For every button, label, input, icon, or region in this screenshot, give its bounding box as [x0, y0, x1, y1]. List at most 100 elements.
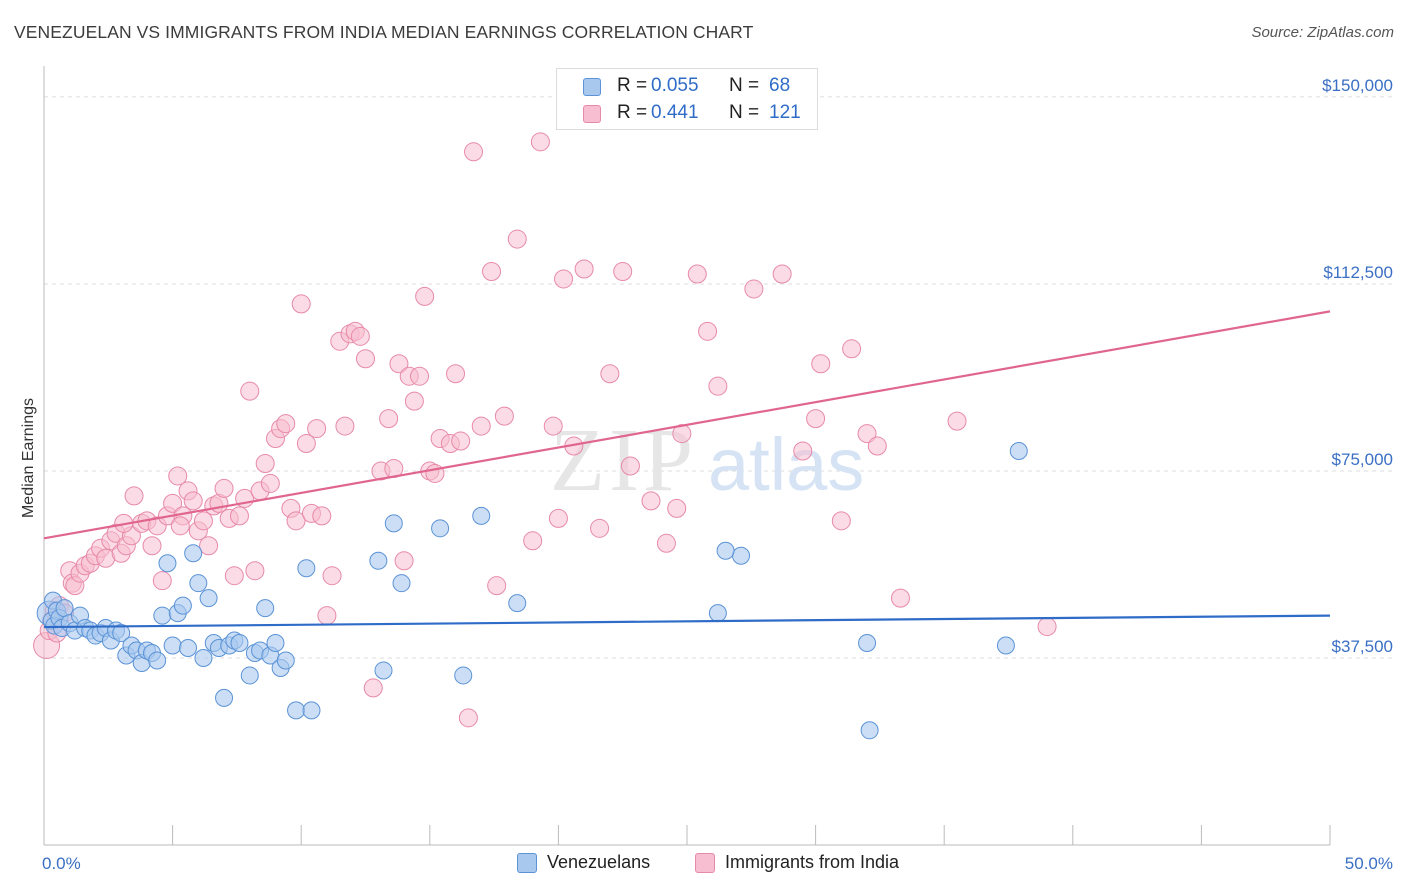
india-point [410, 366, 430, 386]
india-point [322, 566, 342, 586]
india-point [451, 431, 471, 451]
india-point [245, 561, 265, 581]
venezuelans-point [148, 651, 167, 670]
venezuelans-point [173, 596, 192, 615]
india-point [312, 506, 332, 526]
india-point [152, 571, 172, 591]
venezuelans-point [369, 551, 388, 570]
india-point [687, 264, 707, 284]
india-point [229, 506, 249, 526]
venezuelans-point [163, 636, 182, 655]
india-point [793, 441, 813, 461]
india-point [857, 424, 877, 444]
n-label: N = [729, 102, 760, 123]
venezuelans-point [276, 651, 295, 670]
venezuelans-point [240, 666, 259, 685]
watermark: ZIP atlas [550, 411, 864, 510]
venezuelans-swatch [583, 78, 601, 96]
india-point [831, 511, 851, 531]
r-label: R = [617, 102, 648, 123]
venezuelans-point [996, 636, 1015, 655]
india-point [240, 381, 260, 401]
stats-row-india: R = 0.441 N = 121 [557, 102, 817, 128]
india-point [613, 261, 633, 281]
india-swatch [695, 853, 715, 873]
india-point [458, 708, 478, 728]
india-point [224, 566, 244, 586]
chart-title: VENEZUELAN VS IMMIGRANTS FROM INDIA MEDI… [14, 22, 754, 42]
india-point [494, 406, 514, 426]
venezuelans-point [384, 514, 403, 533]
venezuelans-point [508, 594, 527, 613]
india-point [530, 132, 550, 152]
venezuelans-point [112, 624, 131, 643]
india-point [296, 434, 316, 454]
india-point [389, 354, 409, 374]
india-point [142, 536, 162, 556]
india-point [667, 498, 687, 518]
india-swatch [583, 105, 601, 123]
n-value: 121 [769, 102, 801, 123]
india-point [168, 466, 188, 486]
india-point [523, 531, 543, 551]
venezuelans-point [189, 574, 208, 593]
legend-label: Immigrants from India [725, 852, 900, 872]
venezuelans-point [215, 688, 234, 707]
venezuelans-point [230, 634, 249, 653]
watermark-atlas: atlas [708, 423, 864, 506]
venezuelans-point [199, 589, 218, 608]
venezuelans-point [256, 599, 275, 618]
venezuelans-point [1009, 442, 1028, 461]
venezuelans-point [302, 701, 321, 720]
india-point [574, 259, 594, 279]
india-point [446, 364, 466, 384]
india-point [482, 261, 502, 281]
india-point [806, 409, 826, 429]
venezuelans-point [266, 634, 285, 653]
india-point [656, 533, 676, 553]
stats-row-venezuelans: R = 0.055 N = 68 [557, 75, 817, 101]
venezuelans-point [153, 606, 172, 625]
india-point [350, 326, 370, 346]
india-point [890, 588, 910, 608]
legend-label: Venezuelans [547, 852, 651, 872]
india-point [356, 349, 375, 369]
venezuelans-point [287, 701, 306, 720]
india-point [183, 491, 203, 511]
venezuelans-trend-line [43, 614, 1331, 629]
india-point [672, 424, 692, 444]
india-point [811, 354, 831, 374]
india-point [124, 486, 144, 506]
india-point [471, 416, 491, 436]
india-point [641, 491, 661, 511]
series-india-points [33, 132, 1057, 728]
venezuelans-point [732, 546, 751, 565]
axes [43, 66, 1331, 846]
india-point [867, 436, 887, 456]
india-point [260, 473, 280, 493]
venezuelans-point [158, 554, 177, 573]
venezuelans-point [374, 661, 393, 680]
india-point [193, 511, 213, 531]
india-point [1037, 617, 1057, 637]
venezuelans-point [179, 639, 198, 658]
india-point [947, 411, 967, 431]
india-point [543, 416, 563, 436]
venezuelans-point [860, 721, 879, 740]
india-point [590, 518, 610, 538]
y-tick-label: $112,500 [1323, 263, 1393, 282]
india-point [363, 678, 383, 698]
india-trend-line [43, 310, 1331, 540]
india-point [698, 321, 718, 341]
x-tick-label: 0.0% [42, 854, 81, 873]
india-point [772, 264, 792, 284]
venezuelans-point [184, 544, 203, 563]
india-point [744, 279, 764, 299]
india-point [335, 416, 355, 436]
y-tick-labels: $37,500 $75,000 $112,500 $150,000 [1322, 76, 1393, 656]
y-tick-label: $37,500 [1332, 637, 1393, 656]
venezuelans-point [716, 541, 735, 560]
venezuelans-point [858, 634, 877, 653]
india-point [317, 606, 337, 626]
